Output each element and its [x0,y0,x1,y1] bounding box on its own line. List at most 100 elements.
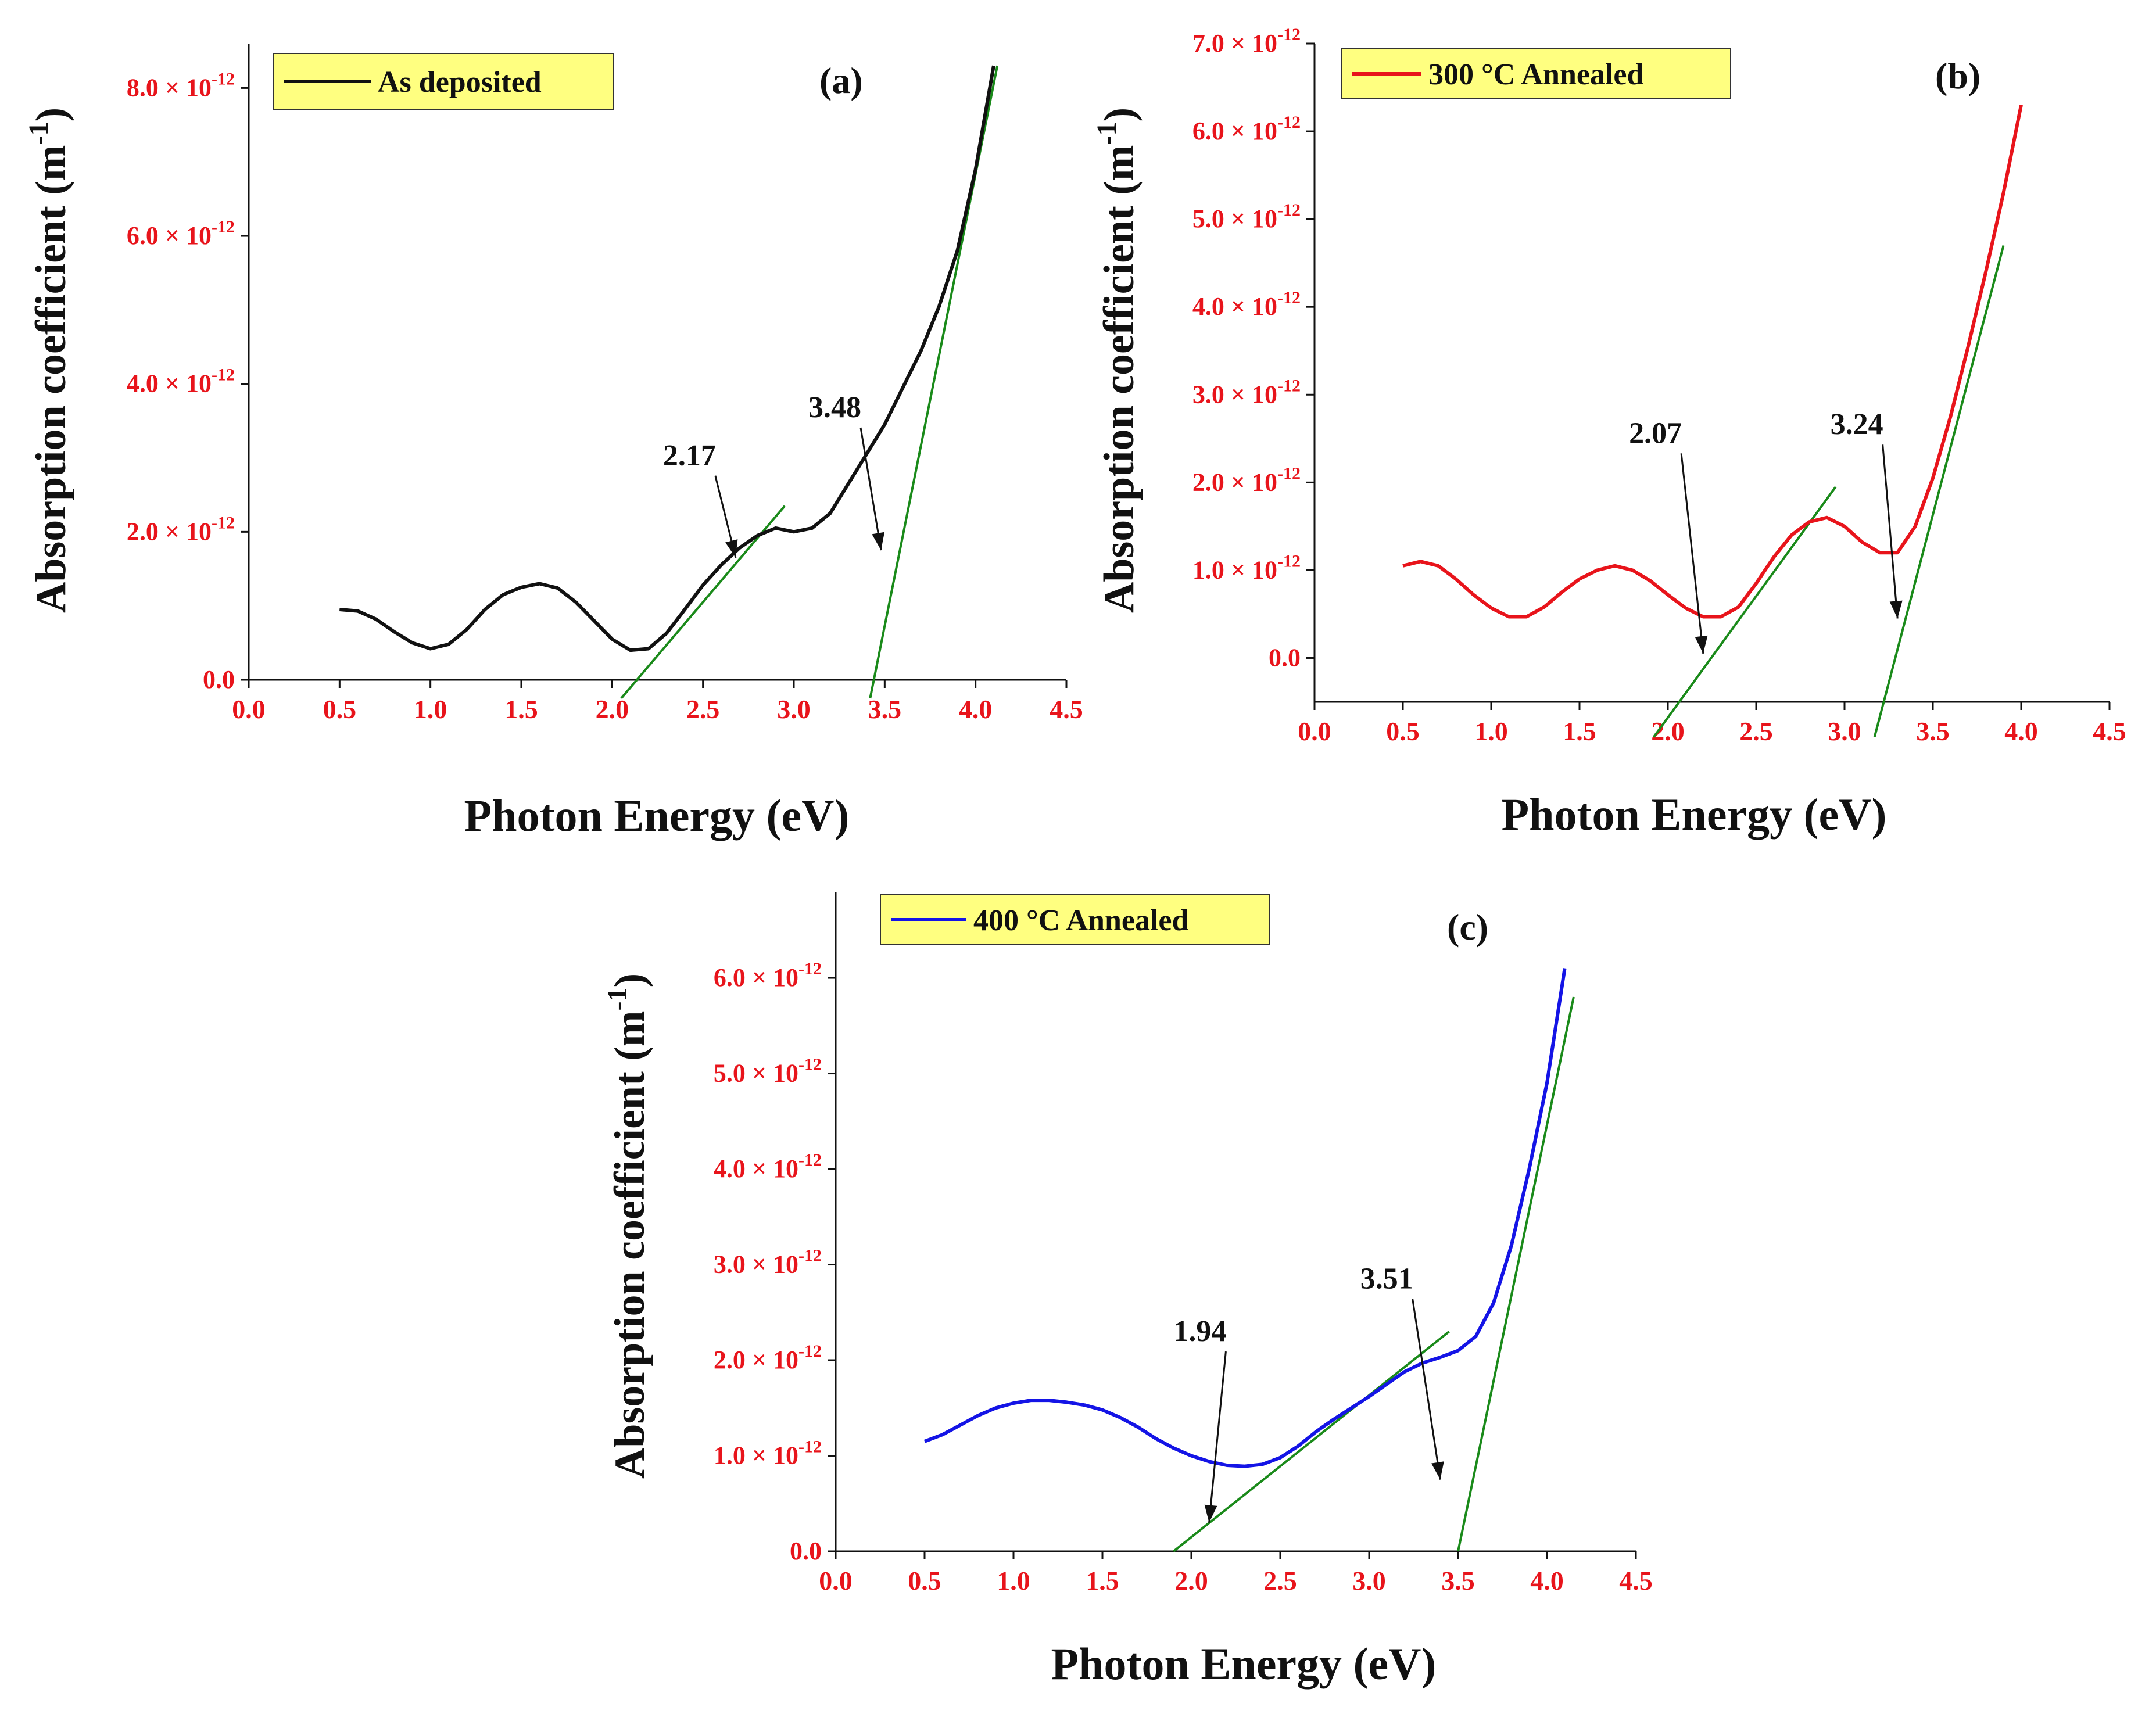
annotation-arrow-head [725,539,738,558]
y-tick-label: 5.0 × 10-12 [714,1055,822,1088]
y-tick-exponent: -12 [212,217,235,236]
y-tick-exponent: -12 [1277,551,1301,571]
y-tick-mantissa: 4.0 × 10 [714,1154,798,1183]
annotation-arrow-shaft [1680,453,1704,654]
y-tick-exponent: -12 [798,1055,822,1074]
y-axis-title-superscript: -1 [23,122,54,145]
y-tick-label: 6.0 × 10-12 [127,217,235,250]
x-tick-label: 1.0 [997,1566,1030,1595]
y-tick-label: 2.0 × 10-12 [1192,464,1301,496]
annotation-label: 3.51 [1360,1263,1413,1296]
annotation-arrow-shaft [1412,1299,1441,1480]
x-tick-label: 2.5 [1263,1566,1297,1595]
y-axis-title-superscript: -1 [602,988,633,1011]
y-tick-exponent: -12 [212,69,235,88]
y-tick-mantissa: 6.0 × 10 [127,221,212,250]
y-axis-title-main: Absorption coefficient (m [1095,145,1143,614]
annotation-arrow-head [1204,1504,1217,1523]
y-tick-label: 6.0 × 10-12 [1192,113,1301,145]
x-tick-label: 1.5 [504,694,538,724]
x-tick-label: 2.5 [1739,716,1773,746]
y-tick-mantissa: 3.0 × 10 [714,1250,798,1279]
y-axis-title-close: ) [1095,107,1143,122]
y-axis-title-close: ) [606,973,654,988]
annotation-arrow-head [1889,600,1903,619]
x-tick-label: 3.0 [1352,1566,1386,1595]
x-tick-label: 1.0 [1474,716,1508,746]
panel-a: 0.0 0.5 1.0 1.5 2.0 2.5 3.0 3.5 4.0 4.5 0.0 2.0 × 1… [23,44,1083,841]
y-tick-exponent: -12 [1277,376,1301,395]
tangent-line [1653,486,1837,738]
y-tick-mantissa: 4.0 × 10 [1192,292,1277,321]
annotation-label: 3.48 [808,391,861,424]
annotation-label: 2.07 [1629,417,1682,450]
legend-label: 300 °C Annealed [1428,58,1643,91]
y-tick-label: 0.0 [203,665,235,694]
y-axis-title: Absorption coefficient (m-1) [602,973,654,1479]
y-axis-title-superscript: -1 [1091,122,1122,145]
y-tick-exponent: -12 [212,365,235,385]
y-axis-title-main: Absorption coefficient (m [606,1011,654,1479]
x-tick-label: 0.0 [232,694,266,724]
x-tick-label: 0.5 [323,694,357,724]
x-tick-label: 4.5 [2093,716,2126,746]
x-tick-label: 2.0 [1651,716,1685,746]
y-tick-mantissa: 0.0 [1269,643,1301,672]
y-tick-label: 0.0 [1269,643,1301,672]
y-tick-mantissa: 5.0 × 10 [714,1059,798,1088]
annotation-arrow-shaft [1208,1351,1227,1523]
y-tick-exponent: -12 [1277,288,1301,307]
y-tick-exponent: -12 [798,1342,822,1361]
annotation-arrow-shaft [859,427,882,551]
x-tick-label: 3.5 [1441,1566,1475,1595]
y-tick-exponent: -12 [1277,25,1301,44]
x-axis-title: Photon Energy (eV) [464,790,850,841]
x-tick-label: 4.5 [1050,694,1083,724]
tangent-line [1873,245,2005,737]
legend-label: As deposited [378,66,542,99]
y-tick-mantissa: 5.0 × 10 [1192,205,1277,233]
y-tick-exponent: -12 [212,513,235,532]
tangent-line [620,505,786,700]
y-axis-title: Absorption coefficient (m-1) [1091,107,1143,613]
y-tick-mantissa: 1.0 × 10 [1192,555,1277,584]
x-tick-label: 0.5 [908,1566,941,1595]
y-tick-mantissa: 7.0 × 10 [1192,29,1277,58]
y-tick-mantissa: 2.0 × 10 [714,1346,798,1374]
x-axis-title: Photon Energy (eV) [1502,789,1887,840]
y-tick-label: 6.0 × 10-12 [714,959,822,992]
x-tick-label: 1.5 [1563,716,1596,746]
x-tick-label: 2.5 [686,694,720,724]
y-tick-label: 3.0 × 10-12 [1192,376,1301,408]
y-tick-label: 2.0 × 10-12 [714,1342,822,1374]
x-tick-label: 4.5 [1619,1566,1653,1595]
series-line [923,968,1567,1468]
y-axis-title-main: Absorption coefficient (m [27,145,75,614]
tangent-line [1457,996,1575,1552]
annotation-label: 1.94 [1173,1315,1226,1348]
x-tick-label: 3.5 [1916,716,1950,746]
y-tick-mantissa: 8.0 × 10 [127,73,212,102]
y-tick-label: 3.0 × 10-12 [714,1246,822,1279]
y-tick-exponent: -12 [798,1150,822,1170]
y-tick-label: 4.0 × 10-12 [1192,288,1301,321]
y-tick-label: 7.0 × 10-12 [1192,25,1301,58]
y-tick-label: 5.0 × 10-12 [1192,200,1301,233]
annotation-arrow-head [872,532,885,551]
annotation-arrow-head [1695,635,1708,654]
x-tick-label: 2.0 [596,694,629,724]
panel-c: 0.0 0.5 1.0 1.5 2.0 2.5 3.0 3.5 4.0 4.5 0.0 1.0 × 1… [602,892,1653,1689]
y-tick-mantissa: 6.0 × 10 [1192,117,1277,145]
annotation-label: 2.17 [663,439,716,472]
panel-label: (c) [1447,906,1488,948]
x-tick-label: 4.0 [959,694,993,724]
x-tick-label: 1.0 [414,694,447,724]
y-tick-mantissa: 2.0 × 10 [127,517,212,546]
y-tick-exponent: -12 [798,1437,822,1457]
legend-label: 400 °C Annealed [973,904,1188,937]
x-tick-label: 0.0 [1298,716,1331,746]
x-tick-label: 0.5 [1386,716,1420,746]
x-tick-label: 3.0 [777,694,811,724]
y-tick-label: 8.0 × 10-12 [127,69,235,102]
